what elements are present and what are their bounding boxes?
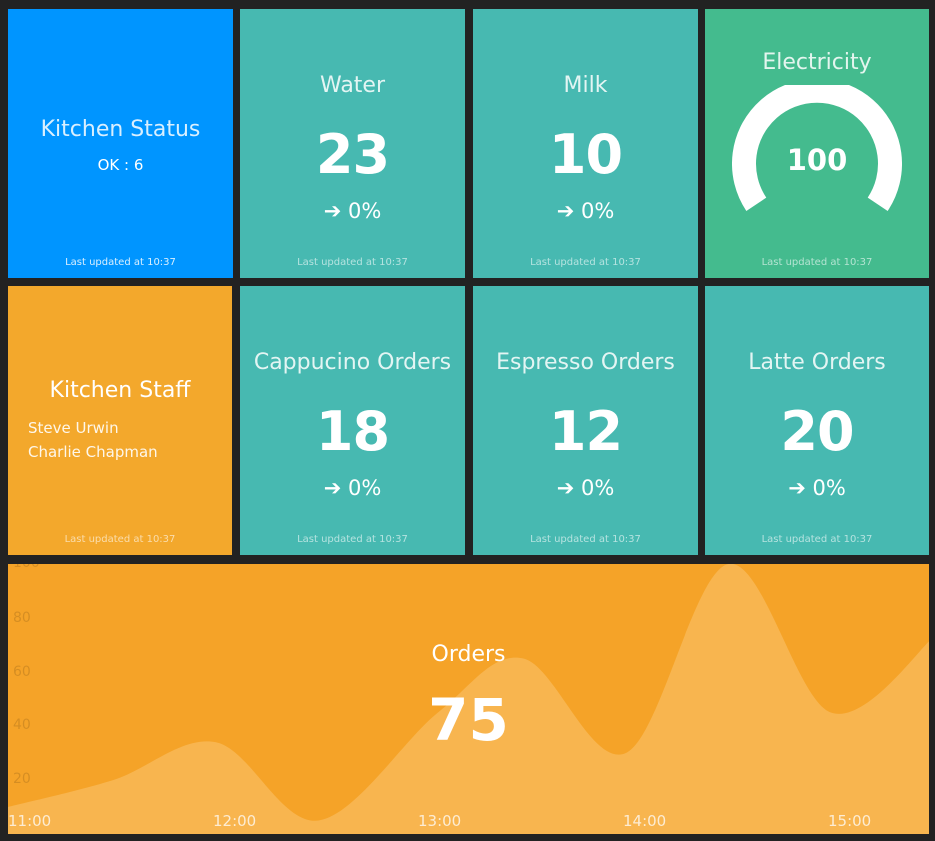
latte-change-value: 0% — [812, 476, 846, 500]
kitchen-staff-tile: Kitchen Staff Steve Urwin Charlie Chapma… — [8, 286, 232, 555]
electricity-title: Electricity — [762, 50, 872, 75]
orders-area-chart — [8, 564, 929, 834]
espresso-change-value: 0% — [580, 476, 615, 500]
kitchen-status-tile: Kitchen Status OK : 6 Last updated at 10… — [8, 9, 233, 278]
espresso-tile: Espresso Orders 12 ➔ 0% Last updated at … — [473, 286, 698, 555]
x-tick-label: 11:00 — [8, 812, 52, 830]
y-tick-label: 100 — [13, 564, 40, 571]
milk-updated: Last updated at 10:37 — [530, 257, 641, 268]
kitchen-status-updated: Last updated at 10:37 — [65, 257, 176, 268]
x-tick-label: 13:00 — [418, 812, 462, 830]
x-tick-label: 15:00 — [828, 812, 872, 830]
orders-value: 75 — [428, 686, 509, 754]
espresso-value: 12 — [548, 400, 623, 463]
kitchen-status-detail: OK : 6 — [97, 156, 144, 174]
espresso-updated: Last updated at 10:37 — [530, 534, 641, 545]
water-change-value: 0% — [347, 199, 382, 223]
arrow-right-icon: ➔ — [323, 476, 342, 500]
latte-change: ➔ 0% — [705, 476, 929, 500]
milk-tile: Milk 10 ➔ 0% Last updated at 10:37 — [473, 9, 698, 278]
x-tick-label: 14:00 — [623, 812, 667, 830]
staff-list: Steve Urwin Charlie Chapman — [28, 416, 158, 464]
orders-title: Orders — [431, 642, 506, 667]
electricity-tile: Electricity 100 Last updated at 10:37 — [705, 9, 929, 278]
arrow-right-icon: ➔ — [788, 476, 806, 500]
y-tick-label: 20 — [13, 771, 31, 787]
gauge-arc — [732, 85, 902, 211]
espresso-change: ➔ 0% — [473, 476, 698, 500]
electricity-updated: Last updated at 10:37 — [761, 257, 873, 268]
y-tick-label: 80 — [13, 610, 31, 626]
latte-updated: Last updated at 10:37 — [761, 534, 873, 545]
cappucino-change-value: 0% — [347, 476, 382, 500]
milk-change: ➔ 0% — [473, 199, 698, 223]
cappucino-tile: Cappucino Orders 18 ➔ 0% Last updated at… — [240, 286, 465, 555]
kitchen-staff-updated: Last updated at 10:37 — [64, 534, 176, 545]
orders-tile: 100 80 60 40 20 11:00 12:00 13:00 14:00 … — [8, 564, 929, 834]
milk-value: 10 — [548, 123, 623, 186]
kitchen-status-title: Kitchen Status — [40, 117, 201, 142]
water-updated: Last updated at 10:37 — [297, 257, 408, 268]
cappucino-title: Cappucino Orders — [253, 350, 452, 375]
electricity-value: 100 — [786, 143, 848, 177]
orders-series-area — [8, 564, 929, 834]
kitchen-staff-title: Kitchen Staff — [49, 378, 191, 403]
arrow-right-icon: ➔ — [323, 199, 342, 223]
cappucino-updated: Last updated at 10:37 — [297, 534, 408, 545]
latte-tile: Latte Orders 20 ➔ 0% Last updated at 10:… — [705, 286, 929, 555]
latte-value: 20 — [780, 400, 854, 463]
milk-change-value: 0% — [580, 199, 615, 223]
arrow-right-icon: ➔ — [556, 476, 575, 500]
latte-title: Latte Orders — [748, 350, 886, 375]
cappucino-value: 18 — [315, 400, 390, 463]
x-tick-label: 12:00 — [213, 812, 257, 830]
y-tick-label: 60 — [13, 664, 31, 680]
cappucino-change: ➔ 0% — [240, 476, 465, 500]
staff-member: Charlie Chapman — [28, 443, 158, 461]
water-value: 23 — [315, 123, 390, 186]
milk-title: Milk — [563, 73, 608, 98]
arrow-right-icon: ➔ — [556, 199, 575, 223]
water-title: Water — [319, 73, 386, 98]
water-change: ➔ 0% — [240, 199, 465, 223]
electricity-gauge — [732, 85, 902, 211]
water-tile: Water 23 ➔ 0% Last updated at 10:37 — [240, 9, 465, 278]
espresso-title: Espresso Orders — [496, 350, 675, 375]
y-tick-label: 40 — [13, 717, 31, 733]
staff-member: Steve Urwin — [28, 419, 119, 437]
